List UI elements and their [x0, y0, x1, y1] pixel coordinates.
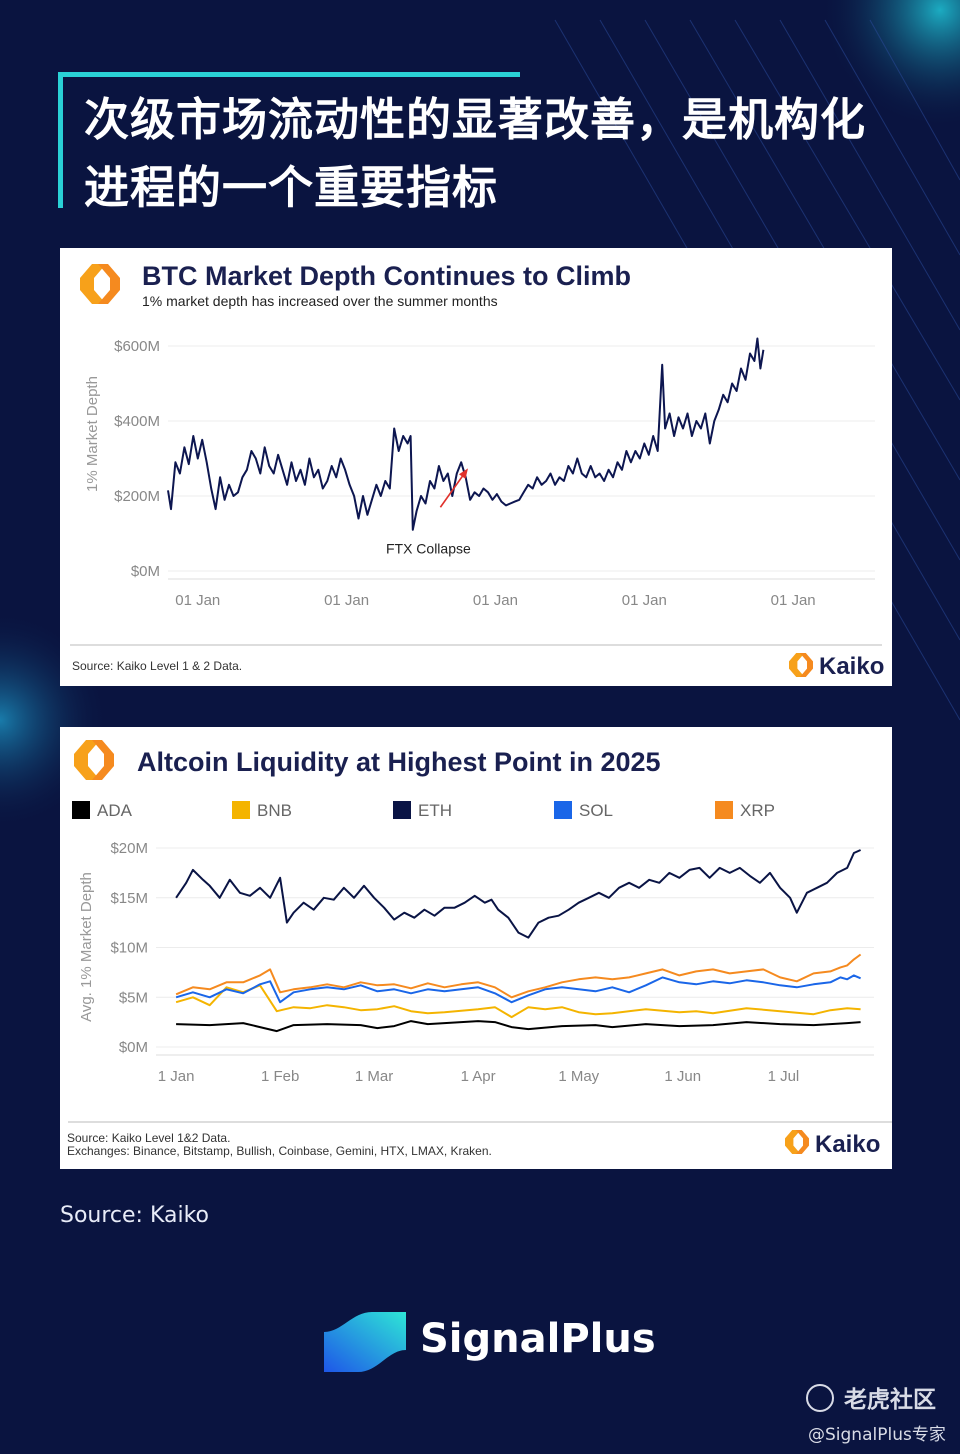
- x-tick-label: 01 Jan: [324, 592, 369, 609]
- x-tick-label: 1 May: [558, 1068, 599, 1085]
- watermark-user: @SignalPlus专家: [808, 1425, 946, 1445]
- y-tick-label: $0M: [119, 1039, 148, 1056]
- series-line-ada: [176, 1020, 861, 1033]
- btc-depth-panel: BTC Market Depth Continues to Climb 1% m…: [60, 248, 892, 686]
- chart-2-legend: ADA BNB ETH SOL XRP: [72, 801, 775, 820]
- signalplus-wordmark: SignalPlus: [420, 1316, 656, 1362]
- page-source: Source: Kaiko: [60, 1203, 210, 1228]
- legend-label-ada: ADA: [97, 801, 133, 820]
- series-line-xrp: [175, 953, 862, 999]
- x-tick-label: 1 Apr: [461, 1068, 496, 1085]
- series-line-eth: [175, 849, 862, 939]
- y-tick-label: $20M: [110, 840, 148, 857]
- y-tick-label: $0M: [131, 563, 160, 580]
- headline-line-1: 次级市场流动性的显著改善，是机构化: [84, 93, 867, 146]
- tiger-community-icon: [806, 1384, 834, 1412]
- chart-1-grid: [168, 345, 875, 580]
- headline-line-2: 进程的一个重要指标: [84, 161, 499, 214]
- legend-swatch-bnb: [232, 801, 250, 819]
- x-tick-label: 01 Jan: [473, 592, 518, 609]
- chart-2-ylabel: Avg. 1% Market Depth: [78, 872, 95, 1022]
- x-tick-label: 1 Jul: [768, 1068, 800, 1085]
- chart-2-title: Altcoin Liquidity at Highest Point in 20…: [137, 747, 661, 777]
- kaiko-footer-logo-icon: [785, 1130, 809, 1154]
- chart-1-source: Source: Kaiko Level 1 & 2 Data.: [72, 659, 242, 673]
- chart-1-y-ticks: $0M $200M $400M $600M: [114, 338, 160, 580]
- altcoin-liquidity-panel: Altcoin Liquidity at Highest Point in 20…: [60, 727, 892, 1169]
- btc-depth-chart: BTC Market Depth Continues to Climb 1% m…: [70, 261, 884, 680]
- x-tick-label: 1 Jan: [158, 1068, 195, 1085]
- chart-2-source-exchanges: Exchanges: Binance, Bitstamp, Bullish, C…: [67, 1144, 492, 1158]
- chart-2-y-ticks: $0M $5M $10M $15M $20M: [110, 840, 148, 1056]
- x-tick-label: 1 Feb: [261, 1068, 299, 1085]
- x-tick-label: 01 Jan: [175, 592, 220, 609]
- chart-2-grid: [156, 847, 874, 1056]
- chart-1-series: [167, 337, 765, 531]
- chart-1-title: BTC Market Depth Continues to Climb: [142, 261, 631, 291]
- kaiko-logo-mark: [74, 740, 114, 780]
- legend-swatch-ada: [72, 801, 90, 819]
- legend-swatch-sol: [554, 801, 572, 819]
- signalplus-logo-icon: [324, 1312, 406, 1372]
- chart-1-x-ticks: 01 Jan 01 Jan 01 Jan 01 Jan 01 Jan: [175, 592, 815, 609]
- legend-label-sol: SOL: [579, 801, 613, 820]
- ftx-annotation-arrowhead: [458, 468, 469, 479]
- ftx-annotation-arrow: [439, 471, 467, 508]
- watermark-site: 老虎社区: [806, 1380, 936, 1414]
- y-tick-label: $200M: [114, 488, 160, 505]
- y-tick-label: $10M: [110, 940, 148, 957]
- legend-label-xrp: XRP: [740, 801, 775, 820]
- kaiko-logo-mark: [80, 264, 120, 304]
- legend-label-bnb: BNB: [257, 801, 292, 820]
- chart-2-x-ticks: 1 Jan 1 Feb 1 Mar 1 Apr 1 May 1 Jun 1 Jul: [158, 1068, 799, 1085]
- legend-swatch-eth: [393, 801, 411, 819]
- ftx-annotation: FTX Collapse: [386, 468, 471, 556]
- altcoin-liquidity-chart: Altcoin Liquidity at Highest Point in 20…: [67, 740, 892, 1158]
- headline: 次级市场流动性的显著改善，是机构化 进程的一个重要指标: [84, 86, 914, 222]
- watermark-site-label: 老虎社区: [844, 1387, 936, 1413]
- kaiko-footer-logo-text: Kaiko: [819, 653, 884, 680]
- signalplus-brand: SignalPlus: [322, 1310, 656, 1380]
- y-tick-label: $5M: [119, 989, 148, 1006]
- series-line-bnb: [175, 984, 861, 1019]
- y-tick-label: $600M: [114, 338, 160, 355]
- ftx-annotation-label: FTX Collapse: [386, 540, 471, 556]
- series-line: [167, 337, 765, 531]
- y-tick-label: $15M: [110, 890, 148, 907]
- x-tick-label: 1 Mar: [355, 1068, 393, 1085]
- chart-1-ylabel: 1% Market Depth: [84, 376, 101, 492]
- accent-bar-left: [58, 72, 63, 208]
- chart-1-subtitle: 1% market depth has increased over the s…: [142, 293, 498, 309]
- x-tick-label: 01 Jan: [622, 592, 667, 609]
- chart-2-series: [175, 849, 862, 1033]
- x-tick-label: 1 Jun: [664, 1068, 701, 1085]
- legend-swatch-xrp: [715, 801, 733, 819]
- y-tick-label: $400M: [114, 413, 160, 430]
- legend-label-eth: ETH: [418, 801, 452, 820]
- accent-bar-top: [58, 72, 520, 77]
- chart-2-source: Source: Kaiko Level 1&2 Data.: [67, 1131, 230, 1145]
- series-line-sol: [175, 974, 861, 1004]
- headline-block: 次级市场流动性的显著改善，是机构化 进程的一个重要指标: [58, 72, 918, 214]
- kaiko-footer-logo-text: Kaiko: [815, 1131, 880, 1158]
- kaiko-footer-logo-icon: [789, 653, 813, 677]
- x-tick-label: 01 Jan: [771, 592, 816, 609]
